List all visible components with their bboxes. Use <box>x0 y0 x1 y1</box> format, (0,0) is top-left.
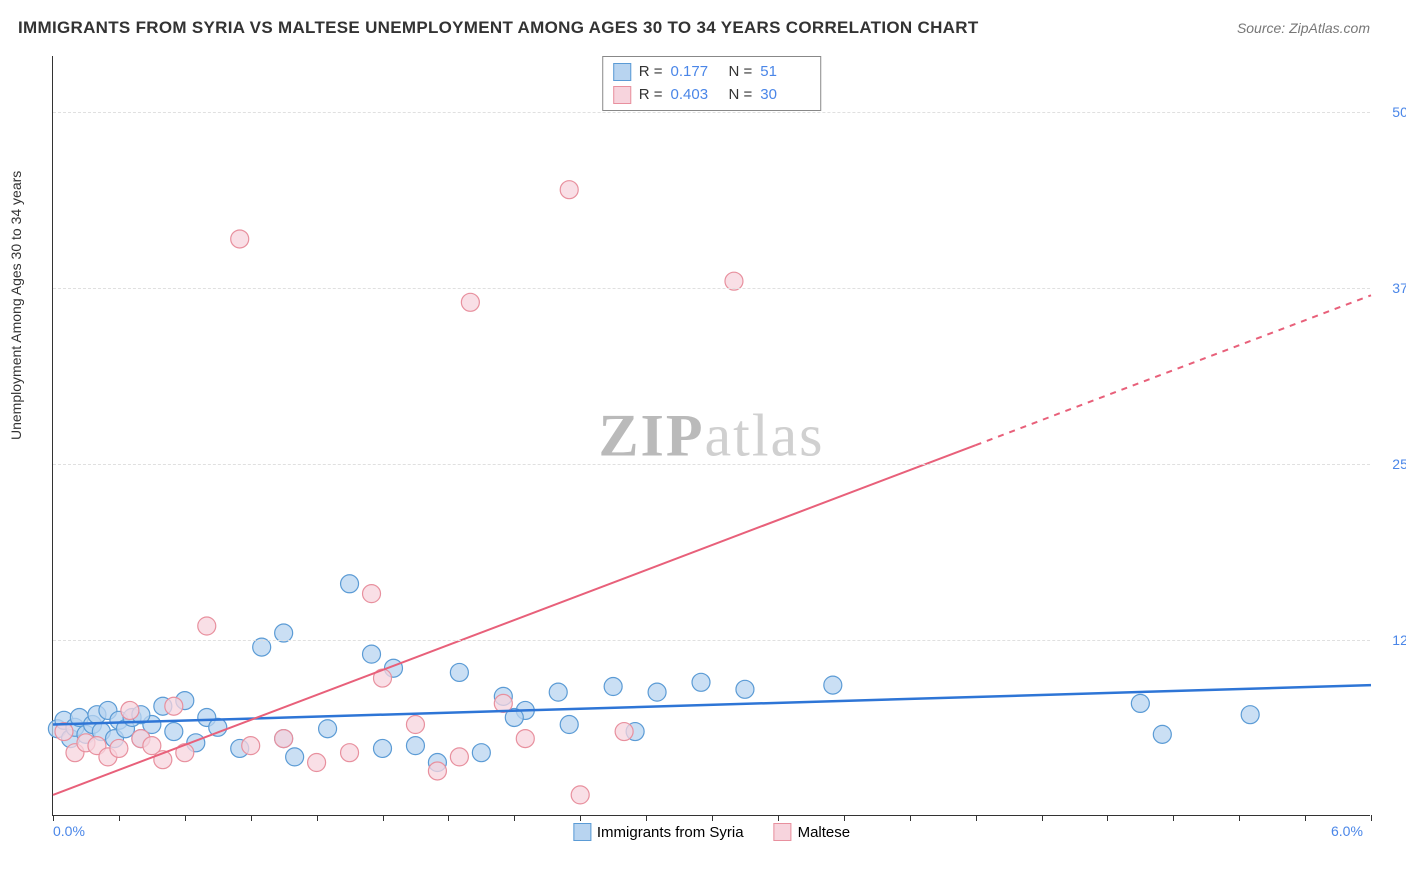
data-point <box>604 678 622 696</box>
x-tick <box>976 815 977 821</box>
x-tick <box>1239 815 1240 821</box>
series-legend: Immigrants from Syria Maltese <box>573 823 850 841</box>
data-point <box>560 716 578 734</box>
series-legend-label: Immigrants from Syria <box>597 824 744 841</box>
y-tick-label: 50.0% <box>1392 104 1406 120</box>
data-point <box>209 718 227 736</box>
legend-n-value: 51 <box>760 61 810 84</box>
plot-area: ZIPatlas R =0.177N =51R =0.403N =30 Immi… <box>52 56 1370 816</box>
series-legend-label: Maltese <box>798 824 851 841</box>
data-point <box>275 730 293 748</box>
data-point <box>121 701 139 719</box>
x-tick <box>646 815 647 821</box>
data-point <box>341 744 359 762</box>
data-point <box>363 585 381 603</box>
data-point <box>450 663 468 681</box>
data-point <box>341 575 359 593</box>
data-point <box>319 720 337 738</box>
data-point <box>428 762 446 780</box>
data-point <box>1241 706 1259 724</box>
x-tick <box>448 815 449 821</box>
series-legend-item: Immigrants from Syria <box>573 823 744 841</box>
chart-title: IMMIGRANTS FROM SYRIA VS MALTESE UNEMPLO… <box>18 18 979 38</box>
legend-swatch <box>774 823 792 841</box>
data-point <box>165 723 183 741</box>
data-point <box>406 737 424 755</box>
x-tick <box>778 815 779 821</box>
data-point <box>549 683 567 701</box>
x-tick <box>1173 815 1174 821</box>
data-point <box>450 748 468 766</box>
legend-swatch <box>573 823 591 841</box>
stats-legend: R = 0.177 N = 51 R = 0.403 N = 30 <box>602 56 822 111</box>
legend-n-value: 30 <box>760 84 810 107</box>
data-point <box>374 739 392 757</box>
stats-legend-row: R = 0.177 N = 51 <box>613 61 811 84</box>
x-tick <box>53 815 54 821</box>
legend-r-value: 0.403 <box>671 84 721 107</box>
gridline-h <box>53 112 1370 113</box>
x-tick <box>317 815 318 821</box>
data-point <box>406 716 424 734</box>
regression-line <box>53 445 976 795</box>
x-tick <box>185 815 186 821</box>
gridline-h <box>53 288 1370 289</box>
x-tick <box>251 815 252 821</box>
data-point <box>571 786 589 804</box>
x-tick <box>580 815 581 821</box>
legend-swatch <box>613 86 631 104</box>
x-tick <box>1042 815 1043 821</box>
legend-r-label: R = <box>639 61 663 84</box>
data-point <box>824 676 842 694</box>
data-point <box>1131 694 1149 712</box>
data-point <box>1153 725 1171 743</box>
gridline-h <box>53 464 1370 465</box>
data-point <box>736 680 754 698</box>
y-tick-label: 12.5% <box>1392 632 1406 648</box>
data-point <box>648 683 666 701</box>
scatter-svg <box>53 56 1370 815</box>
y-tick-label: 25.0% <box>1392 456 1406 472</box>
data-point <box>308 754 326 772</box>
data-point <box>198 617 216 635</box>
data-point <box>231 230 249 248</box>
x-tick <box>119 815 120 821</box>
data-point <box>560 181 578 199</box>
data-point <box>516 730 534 748</box>
legend-r-value: 0.177 <box>671 61 721 84</box>
regression-line <box>53 685 1371 724</box>
x-tick <box>1371 815 1372 821</box>
data-point <box>472 744 490 762</box>
x-tick <box>383 815 384 821</box>
data-point <box>242 737 260 755</box>
data-point <box>165 697 183 715</box>
x-tick <box>1107 815 1108 821</box>
regression-line-dashed <box>976 295 1371 445</box>
x-tick <box>712 815 713 821</box>
x-tick-label: 6.0% <box>1331 823 1363 839</box>
series-legend-item: Maltese <box>774 823 851 841</box>
y-tick-label: 37.5% <box>1392 280 1406 296</box>
x-tick <box>910 815 911 821</box>
data-point <box>110 739 128 757</box>
data-point <box>461 293 479 311</box>
stats-legend-row: R = 0.403 N = 30 <box>613 84 811 107</box>
data-point <box>286 748 304 766</box>
legend-n-label: N = <box>729 84 753 107</box>
y-axis-label: Unemployment Among Ages 30 to 34 years <box>8 171 24 440</box>
legend-r-label: R = <box>639 84 663 107</box>
x-tick <box>1305 815 1306 821</box>
legend-n-label: N = <box>729 61 753 84</box>
data-point <box>692 673 710 691</box>
x-tick <box>514 815 515 821</box>
data-point <box>363 645 381 663</box>
legend-swatch <box>613 63 631 81</box>
gridline-h <box>53 640 1370 641</box>
x-tick <box>844 815 845 821</box>
x-tick-label: 0.0% <box>53 823 85 839</box>
data-point <box>615 723 633 741</box>
source-attribution: Source: ZipAtlas.com <box>1237 20 1370 36</box>
